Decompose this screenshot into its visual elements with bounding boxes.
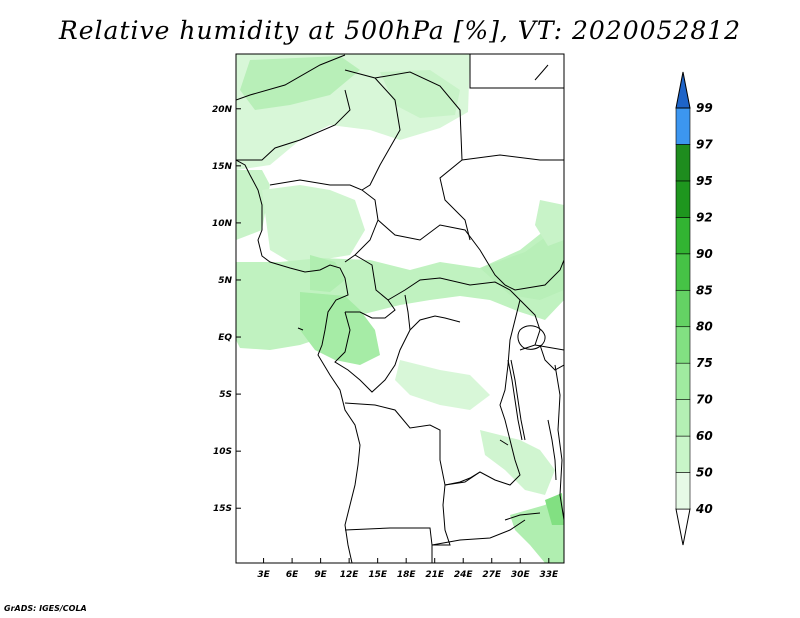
map-title: Relative humidity at 500hPa [%], VT: 202…: [58, 16, 742, 45]
lat-label: 10S: [213, 447, 232, 457]
shade-region-south-east: [480, 430, 555, 495]
colorbar-box: [675, 289, 691, 328]
grads-credit: GrADS: IGES/COLA: [4, 604, 87, 613]
rivers-congo: [409, 315, 461, 331]
lon-label: 18E: [397, 570, 417, 580]
lake-tanganyika-2: [510, 359, 526, 441]
border-chad-car: [377, 219, 506, 286]
colorbar-bottom-triangle: [675, 508, 691, 546]
lat-label: 20N: [212, 105, 233, 115]
lake-malawi: [547, 419, 557, 481]
lon-label: 24E: [454, 570, 474, 580]
lon-label: 33E: [539, 570, 559, 580]
lon-label: 3E: [257, 570, 270, 580]
coast-red-sea: [534, 64, 549, 81]
colorbar-box: [675, 362, 691, 400]
lat-label: 5N: [218, 276, 232, 286]
lon-label: 6E: [286, 570, 299, 580]
lake-small-2: [499, 439, 509, 446]
colorbar-label: 99: [696, 101, 713, 115]
border-uganda: [519, 299, 541, 351]
shade-region-northeast: [380, 70, 460, 118]
border-east-2: [539, 344, 564, 371]
colorbar: 40 50 60 70 75 80 85 90 92 95 97 99: [675, 71, 713, 546]
border-car-drc: [387, 277, 521, 301]
border-sahara-1: [236, 54, 346, 101]
colorbar-box: [675, 144, 691, 182]
colorbar-label: 70: [696, 393, 713, 407]
shade-region-south-dense: [545, 493, 564, 525]
colorbar-box: [675, 435, 691, 473]
coastline-west: [236, 159, 361, 563]
lat-label: EQ: [218, 333, 232, 343]
colorbar-label: 95: [696, 174, 713, 188]
lon-label: 30E: [511, 570, 531, 580]
lake-small-1: [297, 327, 304, 331]
border-egypt: [469, 54, 564, 89]
lon-label: 27E: [482, 570, 502, 580]
shade-region-west-africa: [262, 185, 365, 262]
lat-label: 10N: [212, 219, 233, 229]
colorbar-label: 92: [696, 210, 713, 224]
coast-east: [554, 364, 564, 521]
humidity-shading: [236, 54, 564, 563]
lon-label: 12E: [340, 570, 360, 580]
border-south-2: [431, 519, 526, 546]
lon-label: 15E: [368, 570, 388, 580]
colorbar-box: [675, 399, 691, 437]
colorbar-label: 90: [696, 247, 713, 261]
latitude-axis: 20N 15N 10N 5N EQ 5S 10S 15S: [212, 105, 241, 514]
colorbar-label: 50: [696, 466, 713, 480]
colorbar-box: [675, 107, 691, 145]
colorbar-label: 75: [696, 356, 713, 370]
colorbar-box: [675, 326, 691, 364]
colorbar-box: [675, 180, 691, 218]
colorbar-box: [675, 253, 691, 291]
colorbar-label: 85: [696, 283, 713, 297]
colorbar-box: [675, 472, 691, 510]
country-borders: [236, 54, 564, 563]
longitude-axis: 3E 6E 9E 12E 15E 18E 21E 24E 27E 30E 33E: [257, 558, 559, 580]
shade-region-north-dense: [240, 56, 360, 110]
colorbar-label: 40: [695, 502, 713, 516]
lon-label: 9E: [314, 570, 327, 580]
border-east-1: [504, 259, 564, 291]
border-south-1: [344, 527, 433, 563]
colorbar-label: 80: [696, 320, 713, 334]
zambezi: [504, 512, 541, 521]
shade-region-ne-patch: [535, 200, 564, 246]
lake-victoria: [517, 325, 546, 350]
border-mali: [236, 89, 351, 161]
shade-region-central-lake: [395, 360, 490, 410]
shade-region-congo: [300, 292, 380, 365]
lake-tanganyika: [507, 359, 523, 441]
border-cameroon: [345, 254, 396, 319]
border-tanzania: [534, 344, 564, 351]
colorbar-top-triangle: [675, 71, 691, 109]
lat-label: 15S: [213, 504, 232, 514]
shade-region-east: [480, 230, 564, 300]
colorbar-box: [675, 217, 691, 255]
border-sudan-north: [461, 154, 564, 161]
colorbar-label: 60: [696, 429, 713, 443]
border-zambia: [444, 471, 481, 486]
colorbar-label: 97: [696, 137, 713, 151]
lon-label: 21E: [425, 570, 445, 580]
border-niger-nigeria: [269, 179, 379, 263]
shade-region-gulf: [310, 255, 345, 292]
border-angola: [344, 402, 446, 486]
border-drc-east: [432, 299, 521, 546]
lat-label: 15N: [212, 162, 233, 172]
map-frame: [235, 53, 565, 564]
lat-label: 5S: [219, 390, 232, 400]
